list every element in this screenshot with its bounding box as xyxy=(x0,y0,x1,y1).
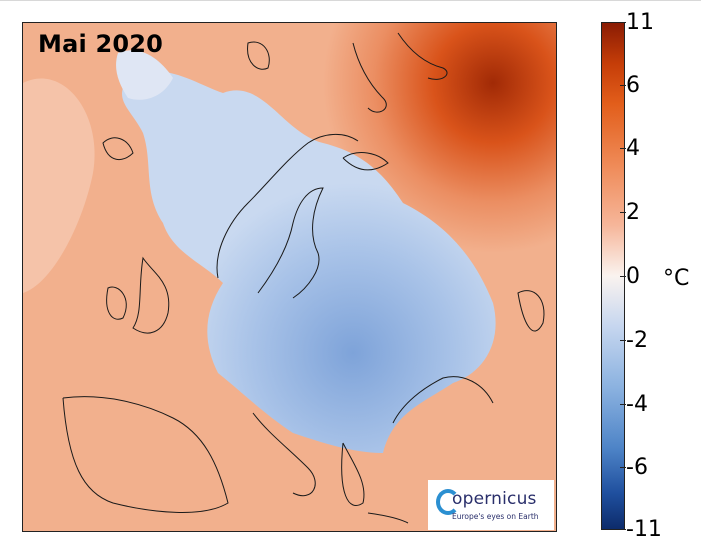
colorbar-tick-label: 4 xyxy=(626,136,640,161)
cold-anomaly-region xyxy=(122,71,496,453)
coastlines xyxy=(62,32,545,524)
colorbar-tick-label: -2 xyxy=(626,328,648,353)
copernicus-logo: opernicus Europe's eyes on Earth xyxy=(428,480,554,530)
colorbar-tick-label: 6 xyxy=(626,73,640,98)
colorbar-tick-mark xyxy=(620,467,626,468)
colorbar-tick-label: -6 xyxy=(626,455,648,480)
colorbar-tick-mark xyxy=(620,404,626,405)
map-title: Mai 2020 xyxy=(38,30,164,58)
colorbar-tick-mark xyxy=(620,212,626,213)
colorbar-tick-mark xyxy=(620,22,626,23)
logo-tagline: Europe's eyes on Earth xyxy=(452,512,539,521)
colorbar-unit: °C xyxy=(663,266,690,291)
copernicus-ring-icon xyxy=(436,489,460,515)
atlantic-mild-patch xyxy=(23,78,95,293)
colorbar-tick-label: 2 xyxy=(626,200,640,225)
colorbar-tick-mark xyxy=(620,276,626,277)
colorbar-tick-mark xyxy=(620,148,626,149)
colorbar-tick-label: 0 xyxy=(626,264,640,289)
colorbar-tick-label: 11 xyxy=(626,10,654,35)
colorbar-tick-label: -4 xyxy=(626,392,648,417)
colorbar-tick-mark xyxy=(620,85,626,86)
colorbar-tick-label: -11 xyxy=(626,517,662,542)
logo-name: opernicus xyxy=(452,489,537,509)
top-divider xyxy=(0,0,701,1)
colorbar-tick-mark xyxy=(620,529,626,530)
cold-patch-north xyxy=(116,50,173,100)
temperature-anomaly-map xyxy=(22,22,557,532)
colorbar-tick-mark xyxy=(620,340,626,341)
